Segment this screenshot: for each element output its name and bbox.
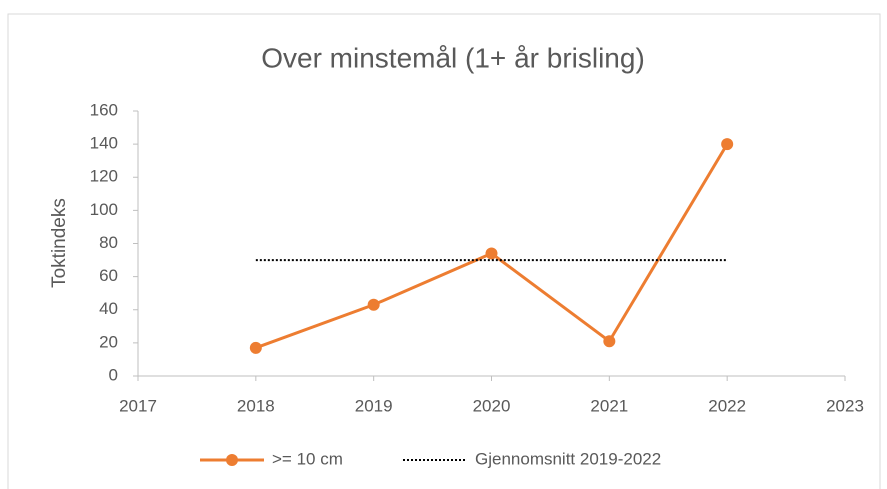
legend-label: >= 10 cm [272,449,343,468]
y-tick-label: 40 [99,299,118,318]
marker [721,138,734,151]
legend-marker [226,454,238,466]
y-tick-label: 0 [109,365,118,384]
y-tick-label: 160 [90,100,118,119]
x-tick-label: 2023 [826,396,864,415]
x-tick-label: 2017 [119,396,157,415]
y-axis-label: Toktindeks [49,198,70,288]
marker [249,341,262,354]
y-tick-label: 120 [90,167,118,186]
x-tick-label: 2019 [355,396,393,415]
y-tick-label: 100 [90,200,118,219]
x-tick-label: 2020 [473,396,511,415]
chart-frame [7,13,881,489]
chart-title: Over minstemål (1+ år brisling) [261,42,645,73]
x-tick-label: 2021 [590,396,628,415]
y-tick-label: 80 [99,233,118,252]
y-tick-label: 140 [90,134,118,153]
x-tick-label: 2018 [237,396,275,415]
marker [603,335,616,348]
y-tick-label: 20 [99,332,118,351]
marker [367,298,380,311]
legend-label: Gjennomsnitt 2019-2022 [475,449,661,468]
marker [485,247,498,260]
x-tick-label: 2022 [708,396,746,415]
y-tick-label: 60 [99,266,118,285]
